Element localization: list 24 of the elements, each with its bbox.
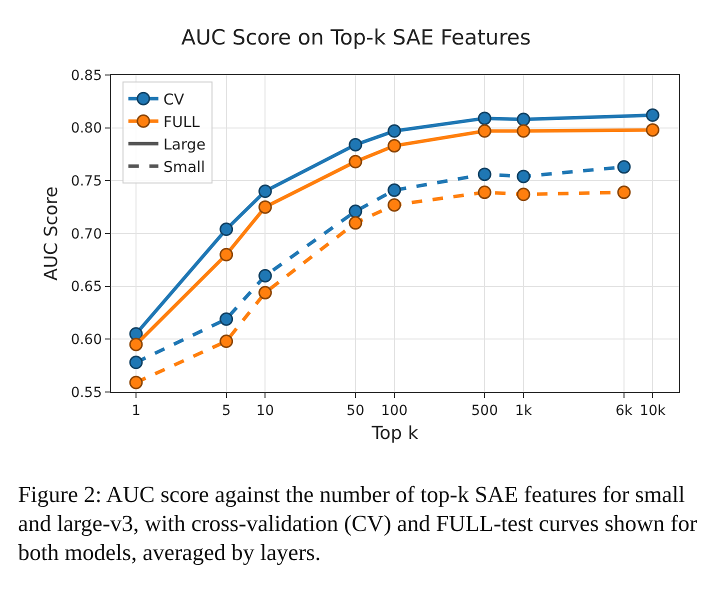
- x-tick-label: 10k: [640, 403, 666, 419]
- x-tick-label: 100: [380, 403, 408, 419]
- x-tick-label: 10: [256, 403, 274, 419]
- x-tick-label: 6k: [615, 403, 634, 419]
- legend-label: Small: [163, 158, 206, 176]
- y-tick-label: 0.60: [70, 332, 102, 348]
- x-tick-label: 5: [222, 403, 231, 419]
- caption: Figure 2: AUC score against the number of top-k SAE features for small and large-v3, with cross-validation (CV) and FULL-test curves shown for both models, averaged by layers.: [18, 481, 698, 567]
- legend-label: CV: [163, 90, 185, 108]
- y-tick-label: 0.85: [70, 68, 102, 84]
- y-tick-label: 0.75: [70, 174, 102, 190]
- x-tick-label: 1: [132, 403, 140, 419]
- chart-title: AUC Score on Top-k SAE Features: [181, 26, 531, 50]
- y-tick-label: 0.70: [70, 226, 102, 242]
- legend-label: FULL: [163, 112, 200, 131]
- y-tick-label: 0.80: [70, 120, 102, 137]
- x-tick-label: 500: [471, 403, 498, 419]
- y-tick-label: 0.55: [70, 384, 102, 401]
- y-axis-title: AUC Score: [41, 186, 62, 281]
- y-tick-label: 0.65: [70, 279, 102, 296]
- x-tick-label: 50: [346, 403, 364, 419]
- legend-label: Large: [163, 135, 206, 154]
- x-axis-title: Top k: [370, 423, 419, 444]
- x-tick-label: 1k: [514, 403, 533, 419]
